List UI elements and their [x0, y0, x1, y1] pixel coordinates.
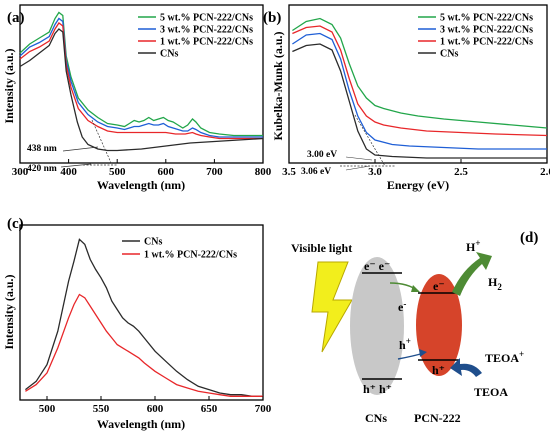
legend-entry: 5 wt.% PCN-222/CNs — [440, 13, 533, 24]
pcn222-cb-electron: e⁻ — [433, 279, 445, 293]
panel-b-frame — [288, 4, 548, 164]
panel-a-frame — [19, 4, 264, 164]
annot-306-leader — [345, 165, 371, 171]
hydrogen-label: H2 — [488, 275, 502, 292]
teoa-label: TEOA — [474, 385, 508, 399]
h2-evolution-arrow — [452, 252, 492, 296]
lightning-bolt-icon — [311, 261, 353, 353]
panel-c-label: (c) — [7, 216, 24, 232]
cns-label: CNs — [365, 411, 387, 425]
series-line-1-wt-pcn-222-cns — [292, 25, 548, 137]
panel-a-series-group — [19, 11, 264, 152]
legend-entry: 3 wt.% PCN-222/CNs — [440, 25, 533, 36]
panel-b-kubelka-munk: (b) 3.00 eV 3.06 eV 3.5 3.0 2.5 2.0 Energy … — [263, 4, 550, 192]
series-line-1-wt-pcn-222-cns — [25, 293, 263, 397]
annot-438: 438 nm — [27, 144, 57, 154]
transfer-electron: e- — [398, 299, 406, 314]
x-tick-label: 500 — [109, 166, 126, 178]
panel-b-ylabel: Kubelka-Munk (a.u.) — [271, 31, 285, 140]
series-line-5-wt-pcn-222-cns — [19, 11, 263, 137]
pcn222-label: PCN-222 — [414, 411, 461, 425]
hole-transfer-arrowhead — [419, 349, 427, 357]
legend-entry: CNs — [440, 49, 458, 60]
annot-300ev: 3.00 eV — [307, 150, 337, 160]
pcn222-ellipse — [416, 274, 462, 376]
panel-b-label: (b) — [263, 10, 281, 26]
x-tick-label: 3.5 — [282, 166, 296, 178]
x-tick-label: 650 — [201, 403, 218, 415]
cns-cb-electrons: e⁻ e⁻ — [364, 259, 390, 273]
proton-label: H+ — [466, 238, 480, 254]
electron-transfer-arrowhead — [411, 285, 420, 292]
legend-entry: 1 wt.% PCN-222/CNs — [160, 37, 253, 48]
annot-438-leader — [62, 146, 99, 152]
panel-b-ticks: 3.5 3.0 2.5 2.0 — [282, 159, 550, 178]
series-line-3-wt-pcn-222-cns — [292, 32, 547, 150]
legend-entry: CNs — [144, 237, 162, 248]
x-tick-label: 800 — [255, 166, 272, 178]
annot-420-leader — [60, 163, 92, 168]
legend-entry: 1 wt.% PCN-222/CNs — [440, 37, 533, 48]
series-line-cns — [292, 43, 547, 159]
series-line-3-wt-pcn-222-cns — [19, 17, 263, 138]
panel-c-photoluminescence: (c) 500 550 600 650 700 Wavelength (nm) Inte… — [2, 216, 272, 431]
panel-a-ylabel: Intensity (a.u.) — [2, 48, 16, 123]
annot-300-leader — [345, 156, 373, 161]
panel-c-legend: CNs 1 wt.% PCN-222/CNs — [122, 237, 237, 261]
x-tick-label: 600 — [158, 166, 175, 178]
panel-d-label: (d) — [520, 230, 538, 246]
series-line-cns — [19, 28, 264, 152]
series-line-5-wt-pcn-222-cns — [292, 17, 548, 129]
legend-entry: 3 wt.% PCN-222/CNs — [160, 25, 253, 36]
legend-entry: 5 wt.% PCN-222/CNs — [160, 13, 253, 24]
panel-a-label: (a) — [7, 10, 25, 26]
x-tick-label: 500 — [39, 403, 56, 415]
visible-light-label: Visible light — [291, 241, 352, 255]
x-tick-label: 600 — [147, 403, 164, 415]
series-line-cns — [25, 238, 263, 397]
x-tick-label: 2.0 — [540, 166, 550, 178]
teoa-oxidation-arrow — [450, 358, 482, 377]
teoa-plus-label: TEOA+ — [485, 349, 524, 365]
panel-c-ylabel: Intensity (a.u.) — [2, 274, 16, 349]
x-tick-label: 300 — [12, 166, 29, 178]
panel-d-mechanism-diagram: (d) Visible light e⁻ e⁻ h⁺ h⁺ e⁻ h⁺ e- h… — [291, 230, 538, 425]
panel-c-ticks: 500 550 600 650 700 — [39, 396, 272, 415]
x-tick-label: 2.5 — [454, 166, 468, 178]
x-tick-label: 3.0 — [368, 166, 382, 178]
x-tick-label: 700 — [206, 166, 223, 178]
panel-a-xlabel: Wavelength (nm) — [97, 178, 185, 192]
x-tick-label: 700 — [255, 403, 272, 415]
legend-entry: 1 wt.% PCN-222/CNs — [144, 250, 237, 261]
cns-ellipse — [350, 257, 404, 395]
pcn222-vb-hole: h⁺ — [432, 363, 445, 377]
legend-entry: CNs — [160, 49, 178, 60]
panel-c-xlabel: Wavelength (nm) — [97, 417, 185, 431]
cns-vb-holes: h⁺ h⁺ — [363, 382, 392, 396]
panel-a-ticks: 300 400 500 600 700 800 — [12, 159, 272, 178]
tangent-line-b — [354, 114, 386, 167]
panel-b-series-group — [292, 17, 548, 159]
panel-c-frame — [19, 224, 264, 401]
tangent-line-a — [91, 119, 113, 166]
transfer-hole: h+ — [399, 336, 411, 352]
annot-306ev: 3.06 eV — [301, 167, 331, 177]
annot-420: 420 nm — [27, 164, 57, 174]
panel-c-series-group — [25, 238, 263, 397]
x-tick-label: 400 — [60, 166, 77, 178]
series-line-1-wt-pcn-222-cns — [19, 22, 263, 140]
x-tick-label: 550 — [93, 403, 110, 415]
panel-b-xlabel: Energy (eV) — [387, 178, 449, 192]
panel-a-absorption: (a) 438 nm 420 nm 300 400 500 600 700 800 Wav… — [2, 4, 272, 192]
